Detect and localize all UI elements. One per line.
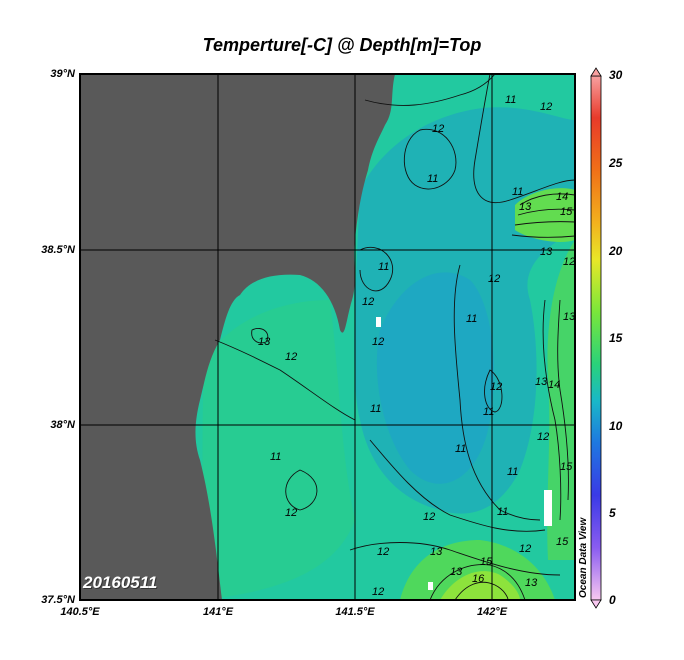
contour-label: 14 [548, 379, 560, 391]
contour-label: 12 [563, 256, 575, 268]
contour-label: 12 [372, 336, 384, 348]
lon-tick-label: 141.5°E [335, 606, 375, 618]
land-mass [80, 74, 395, 600]
colorbar-arrow-bottom [590, 599, 602, 609]
contour-label: 11 [370, 403, 381, 415]
colorbar-tick-label: 25 [609, 156, 623, 170]
contour-label: 12 [519, 543, 531, 555]
lon-tick-label: 141°E [202, 606, 234, 618]
contour-label: 15 [480, 556, 493, 568]
contour-label: 11 [505, 94, 516, 106]
colorbar-tick-label: 10 [609, 419, 623, 433]
contour-label: 12 [285, 351, 297, 363]
contour-label: 12 [432, 123, 444, 135]
odv-watermark: Ocean Data View [578, 517, 589, 598]
data-gap [376, 317, 381, 327]
date-label: 20160511 [83, 573, 158, 592]
contour-label: 11 [483, 406, 494, 418]
contour-label: 13 [535, 376, 548, 388]
contour-label: 13 [450, 566, 463, 578]
lat-tick-label: 38.5°N [41, 244, 75, 256]
contour-label: 12 [540, 101, 552, 113]
contour-label: 12 [488, 273, 500, 285]
map-title: Temperture[-C] @ Depth[m]=Top [202, 35, 482, 55]
colorbar-tick-label: 30 [609, 68, 623, 82]
colorbar-tick-label: 5 [609, 506, 616, 520]
lon-tick-label: 142°E [476, 606, 508, 618]
contour-label: 12 [285, 507, 297, 519]
contour-label: 11 [455, 443, 466, 455]
lat-tick-label: 37.5°N [41, 594, 75, 606]
colorbar-gradient [590, 75, 602, 601]
contour-label: 15 [560, 206, 573, 218]
contour-label: 11 [427, 173, 438, 185]
contour-label: 13 [258, 336, 271, 348]
ocean-field [80, 74, 575, 600]
contour-label: 13 [525, 577, 538, 589]
contour-label: 12 [537, 431, 549, 443]
colorbar-arrow-top [590, 67, 602, 77]
contour-label: 12 [377, 546, 389, 558]
contour-label: 12 [362, 296, 374, 308]
contour-label: 13 [519, 201, 532, 213]
contour-label: 11 [512, 186, 523, 198]
contour-label: 13 [563, 311, 576, 323]
contour-label: 11 [497, 506, 508, 518]
contour-label: 15 [556, 536, 569, 548]
lon-tick-label: 140.5°E [60, 606, 100, 618]
contour-label: 13 [540, 246, 553, 258]
cool-core [376, 272, 494, 484]
colorbar-tick-label: 20 [609, 244, 623, 258]
nearshore-water [200, 300, 355, 600]
lat-tick-label: 39°N [50, 68, 75, 80]
contour-label: 12 [423, 511, 435, 523]
data-gap [544, 490, 552, 526]
contour-label: 12 [372, 586, 384, 598]
contour-label: 15 [560, 461, 573, 473]
contour-label: 11 [270, 451, 281, 463]
contour-label: 12 [490, 381, 502, 393]
colorbar-tick-label: 15 [609, 331, 623, 345]
map-frame [79, 73, 576, 601]
contour-label: 13 [430, 546, 443, 558]
lat-tick-label: 38°N [50, 419, 75, 431]
graticule [80, 74, 575, 600]
contour-label: 11 [507, 466, 518, 478]
data-gap [428, 582, 433, 590]
warm-core-south [440, 571, 520, 600]
contour-label: 11 [466, 313, 477, 325]
colorbar [590, 67, 602, 609]
contour-label: 16 [472, 573, 485, 585]
warm-northeast [515, 188, 575, 242]
contour-label: 11 [378, 261, 389, 273]
contour-label-group: 11 12 12 11 11 13 14 15 11 13 12 11 13 1… [258, 94, 576, 598]
contour-lines [214, 74, 575, 600]
colorbar-tick-label: 0 [609, 593, 616, 607]
contour-label: 14 [556, 191, 568, 203]
